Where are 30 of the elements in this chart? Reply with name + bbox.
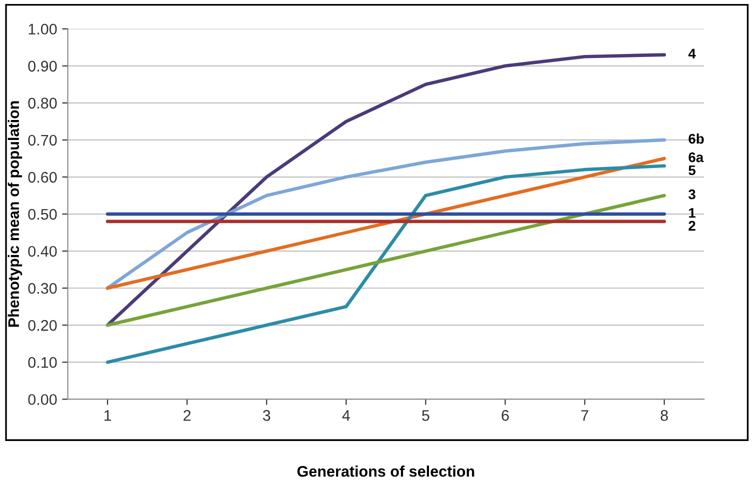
- y-tick-label: 0.60: [28, 172, 57, 183]
- line-series: [106, 164, 666, 364]
- y-tick-label: 0.50: [28, 208, 57, 220]
- series-label: 5: [688, 165, 696, 176]
- series-label: 6b: [688, 133, 704, 144]
- series-label: 3: [688, 189, 696, 200]
- series-label: 2: [688, 220, 696, 231]
- x-tick-label: 8: [660, 410, 668, 421]
- x-tick-label: 2: [184, 410, 191, 421]
- x-tick-label: 1: [104, 410, 112, 421]
- y-tick-label: 0.40: [28, 246, 57, 257]
- x-tick-label: 7: [581, 410, 588, 421]
- series-label: 4: [688, 48, 696, 58]
- series-label: 1: [689, 208, 696, 218]
- y-tick-label: 0.80: [28, 98, 57, 109]
- x-tick-label: 5: [422, 410, 430, 421]
- y-tick-label: 0.20: [28, 320, 57, 331]
- x-tick-label: 4: [342, 410, 350, 421]
- y-tick-label: 0.90: [28, 60, 57, 72]
- x-tick-label: 3: [262, 410, 270, 421]
- x-axis-title: Generations of selection: [297, 466, 474, 477]
- y-tick-label: 1.00: [28, 24, 57, 35]
- y-tick-label: 0.00: [28, 394, 57, 405]
- y-tick-label: 0.70: [28, 134, 57, 146]
- series-label: 6a: [688, 152, 704, 162]
- x-tick-label: 6: [502, 410, 509, 421]
- line-series: [106, 194, 666, 327]
- y-tick-label: 0.30: [28, 282, 57, 294]
- y-axis-title: Phenotypic mean of population: [8, 101, 22, 327]
- y-tick-label: 0.10: [28, 357, 57, 368]
